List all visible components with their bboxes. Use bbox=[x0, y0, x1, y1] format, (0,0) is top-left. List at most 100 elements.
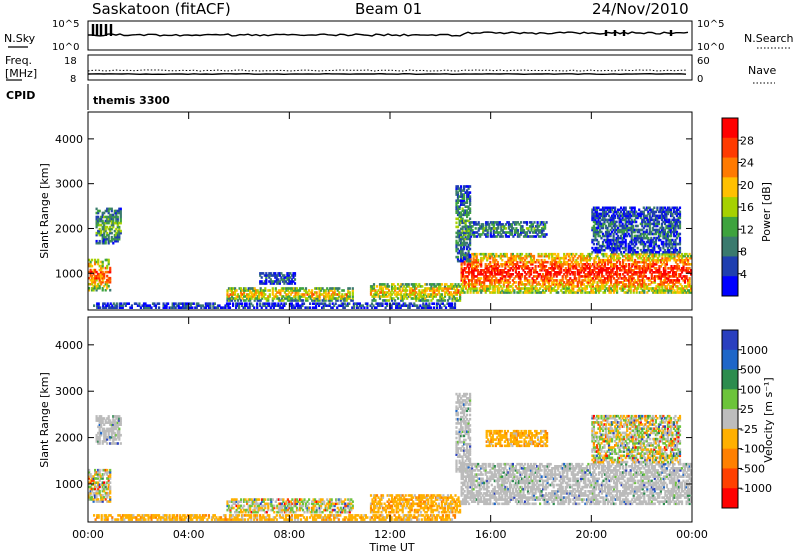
scatter-cell bbox=[283, 287, 286, 290]
scatter-cell bbox=[462, 273, 465, 276]
scatter-cell bbox=[182, 302, 185, 305]
scatter-cell bbox=[516, 287, 519, 290]
scatter-cell bbox=[245, 304, 248, 307]
scatter-cell bbox=[298, 287, 302, 290]
scatter-cell bbox=[468, 263, 471, 266]
scatter-cell bbox=[543, 279, 546, 282]
scatter-cell bbox=[109, 268, 112, 272]
scatter-cell bbox=[109, 215, 112, 219]
scatter-cell bbox=[97, 211, 100, 215]
scatter-cell bbox=[101, 266, 104, 270]
scatter-cell bbox=[508, 285, 511, 288]
scatter-cell bbox=[554, 260, 557, 264]
scatter-cell bbox=[471, 265, 474, 268]
scatter-cell bbox=[477, 260, 480, 264]
scatter-cell bbox=[481, 289, 484, 292]
scatter-cell bbox=[333, 291, 336, 294]
scatter-cell bbox=[519, 221, 523, 224]
scatter-cell bbox=[277, 291, 280, 294]
scatter-cell bbox=[284, 280, 287, 283]
scatter-cell bbox=[551, 289, 554, 292]
scatter-cell bbox=[480, 273, 483, 276]
scatter-cell bbox=[378, 302, 381, 305]
scatter-cell bbox=[145, 306, 149, 309]
scatter-cell bbox=[447, 302, 451, 305]
scatter-cell bbox=[385, 295, 388, 298]
scatter-cell bbox=[186, 306, 189, 309]
scatter-cell bbox=[301, 304, 304, 307]
scatter-cell bbox=[418, 299, 421, 302]
scatter-cell bbox=[415, 299, 418, 302]
scatter-cell bbox=[304, 287, 308, 290]
scatter-cell bbox=[407, 306, 410, 309]
scatter-cell bbox=[657, 220, 660, 224]
scatter-cell bbox=[106, 282, 109, 286]
scatter-cell bbox=[448, 293, 451, 296]
scatter-cell bbox=[252, 287, 255, 290]
scatter-cell bbox=[274, 274, 277, 277]
scatter-cell bbox=[246, 295, 249, 298]
scatter-cell bbox=[520, 265, 524, 268]
scatter-cell bbox=[238, 304, 241, 307]
scatter-cell bbox=[493, 256, 496, 260]
scatter-cell bbox=[209, 304, 212, 307]
scatter-cell bbox=[292, 295, 296, 298]
scatter-cell bbox=[136, 304, 139, 307]
scatter-cell bbox=[471, 260, 474, 264]
scatter-cell bbox=[522, 265, 525, 268]
scatter-cell bbox=[567, 285, 570, 288]
scatter-cell bbox=[232, 287, 235, 290]
scatter-cell bbox=[540, 279, 543, 282]
scatter-cell bbox=[103, 237, 106, 241]
scatter-cell bbox=[341, 293, 344, 296]
scatter-cell bbox=[452, 291, 456, 294]
scatter-cell bbox=[534, 275, 537, 278]
scatter-cell bbox=[557, 271, 560, 274]
scatter-cell bbox=[123, 302, 126, 305]
scatter-cell bbox=[486, 275, 489, 278]
scatter-cell bbox=[281, 280, 284, 283]
scatter-cell bbox=[522, 291, 525, 294]
scatter-cell bbox=[259, 293, 262, 296]
scatter-cell bbox=[256, 299, 259, 302]
scatter-cell bbox=[240, 293, 243, 296]
scatter-cell bbox=[212, 306, 215, 309]
scatter-cell bbox=[115, 211, 118, 215]
scatter-cell bbox=[326, 293, 329, 296]
scatter-cell bbox=[98, 278, 101, 282]
scatter-cell bbox=[103, 229, 106, 233]
scatter-cell bbox=[451, 283, 454, 286]
scatter-cell bbox=[101, 227, 104, 231]
scatter-cell bbox=[636, 246, 639, 250]
scatter-cell bbox=[97, 217, 100, 221]
scatter-cell bbox=[552, 258, 555, 262]
scatter-cell bbox=[318, 299, 321, 302]
scatter-cell bbox=[230, 289, 234, 292]
scatter-cell bbox=[227, 287, 231, 290]
scatter-cell bbox=[378, 283, 382, 286]
scatter-cell bbox=[206, 302, 209, 305]
scatter-cell bbox=[375, 306, 378, 309]
scatter-cell bbox=[504, 254, 507, 258]
scatter-cell bbox=[289, 304, 292, 307]
scatter-cell bbox=[617, 252, 620, 256]
scatter-cell bbox=[101, 286, 104, 290]
scatter-cell bbox=[548, 281, 551, 284]
scatter-cell bbox=[408, 304, 411, 307]
scatter-cell bbox=[333, 304, 336, 307]
scatter-cell bbox=[110, 239, 113, 243]
scatter-cell bbox=[272, 274, 275, 277]
scatter-cell bbox=[98, 239, 101, 243]
scatter-cell bbox=[381, 304, 384, 307]
scatter-cell bbox=[460, 273, 463, 276]
scatter-cell bbox=[507, 281, 510, 284]
scatter-cell bbox=[97, 260, 100, 264]
scatter-cell bbox=[440, 302, 443, 305]
scatter-cell bbox=[551, 252, 554, 256]
scatter-cell bbox=[555, 260, 558, 264]
scatter-cell bbox=[234, 299, 237, 302]
scatter-cell bbox=[95, 286, 98, 290]
scatter-cell bbox=[150, 306, 153, 309]
scatter-cell bbox=[619, 260, 622, 264]
scatter-cell bbox=[182, 304, 185, 307]
